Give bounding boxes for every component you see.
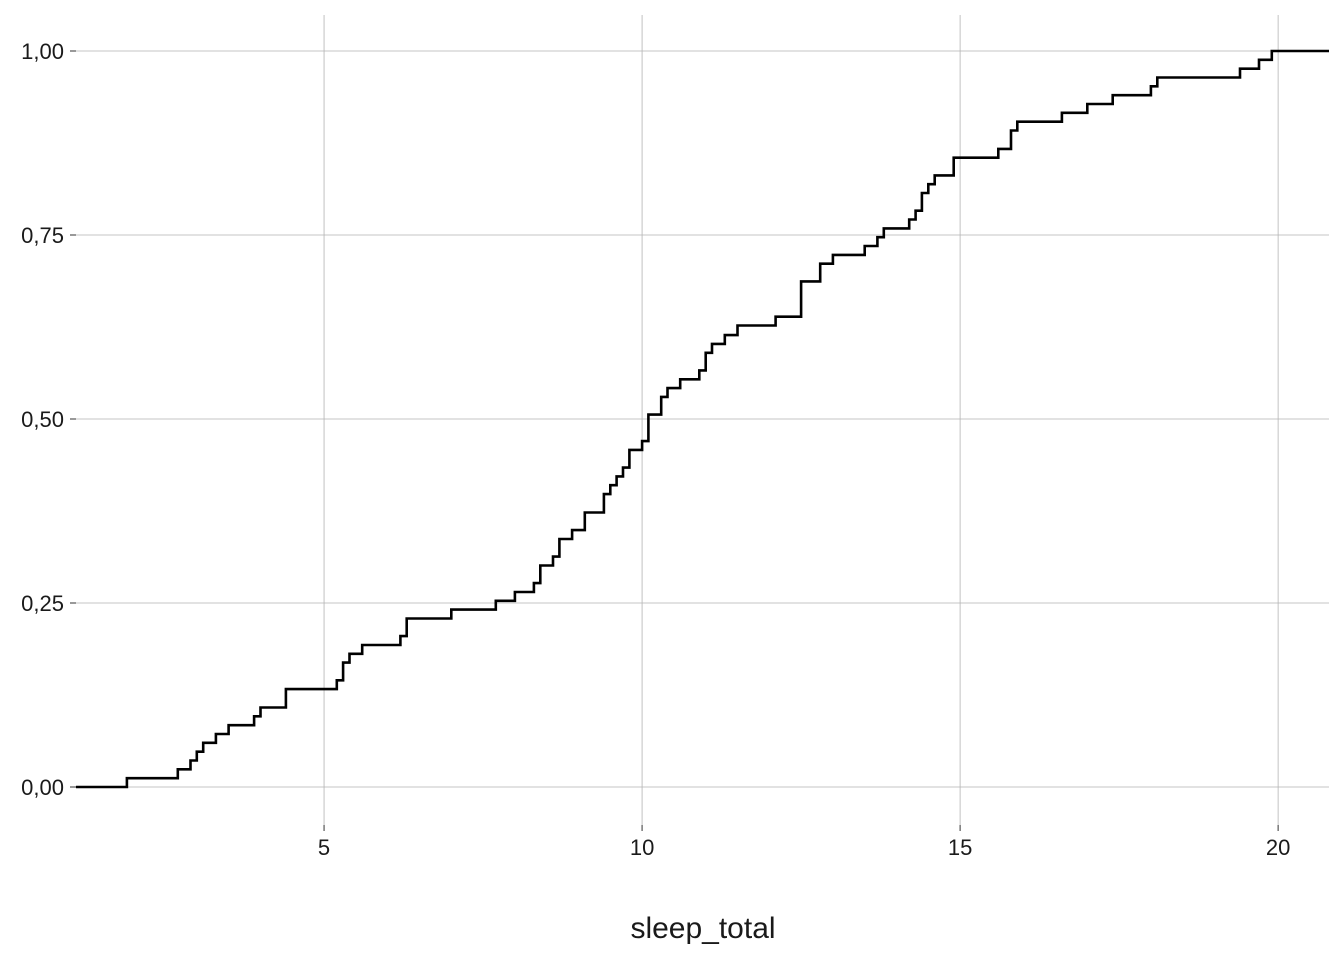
y-tick-label: 0,25 [21, 591, 64, 616]
x-axis-title: sleep_total [630, 912, 775, 945]
x-axis-ticks: 5 10 15 20 [318, 825, 1290, 860]
x-tick-label: 20 [1266, 835, 1290, 860]
series-layer [76, 49, 1329, 789]
y-tick-label: 0,75 [21, 223, 64, 248]
y-gridlines [76, 50, 1329, 788]
y-tick-label: 0,00 [21, 775, 64, 800]
ecdf-step-line-0 [76, 49, 1329, 789]
x-gridlines [323, 15, 1279, 825]
y-axis-ticks: 0,00 0,25 0,50 0,75 1,00 [21, 39, 76, 800]
x-tick-label: 5 [318, 835, 330, 860]
y-tick-label: 1,00 [21, 39, 64, 64]
y-tick-label: 0,50 [21, 407, 64, 432]
x-tick-label: 10 [630, 835, 654, 860]
x-tick-label: 15 [948, 835, 972, 860]
